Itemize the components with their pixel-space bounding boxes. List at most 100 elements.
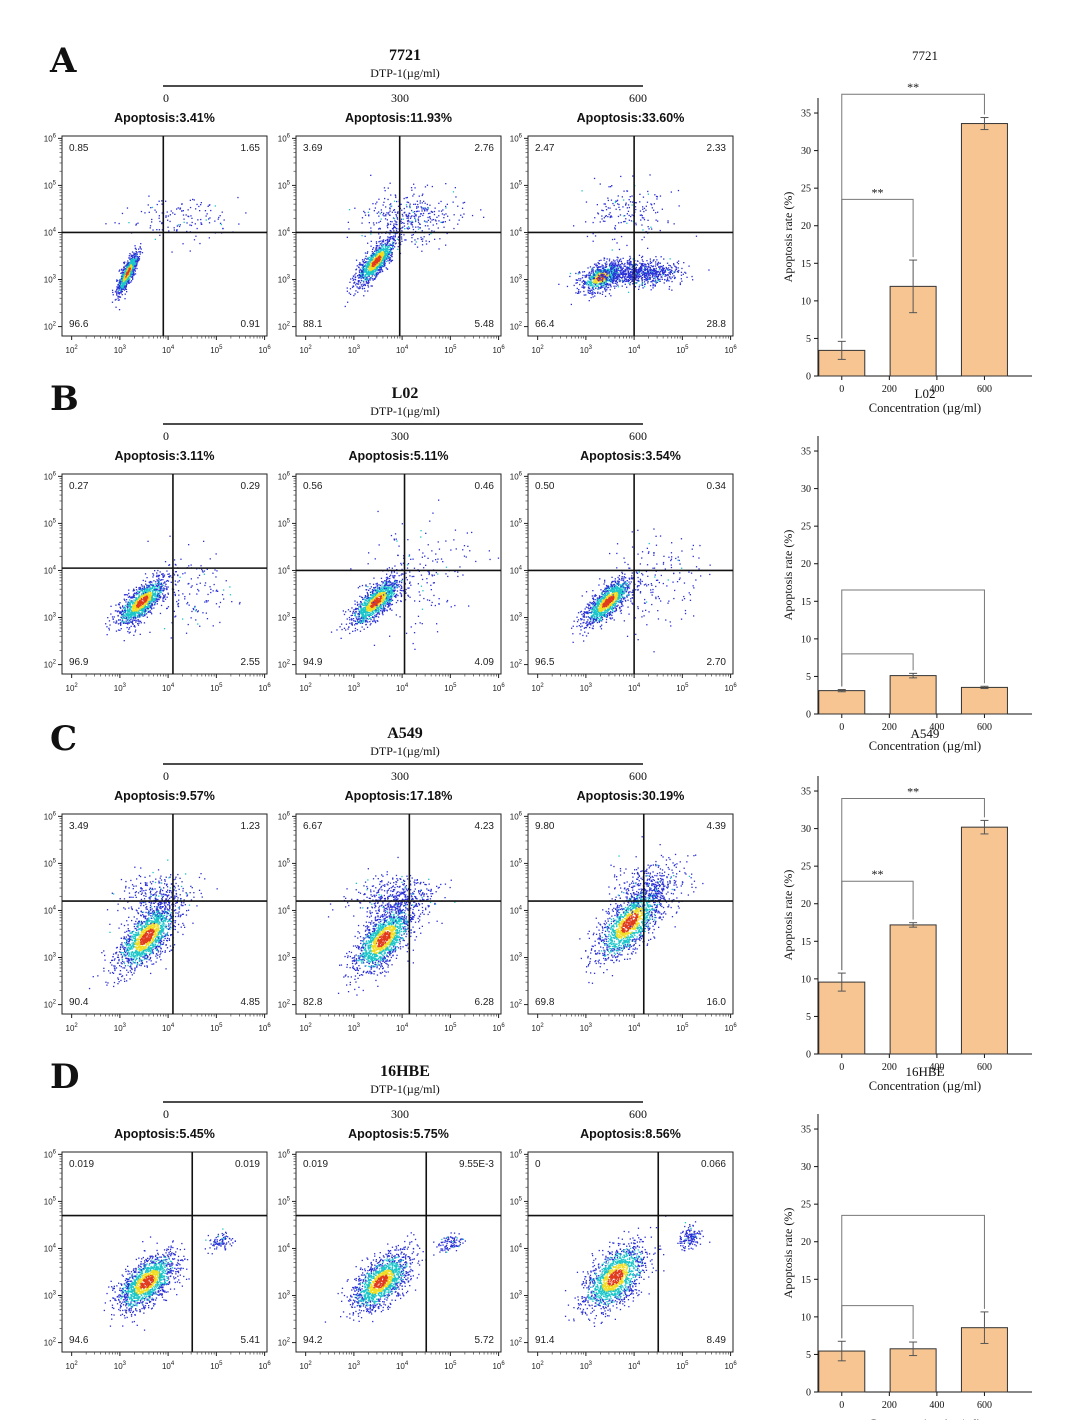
scatter-point [621,262,623,264]
scatter-point [615,272,617,274]
scatter-point [624,278,626,280]
scatter-point [588,272,590,274]
scatter-point [124,282,126,284]
scatter-point [648,273,650,275]
scatter-point [453,214,455,216]
scatter-point [347,221,349,223]
scatter-point [674,265,676,267]
scatter-point [655,219,657,221]
scatter-point [613,204,615,207]
scatter-point [631,280,633,283]
scatter-point [659,273,662,276]
scatter-point [380,269,382,271]
scatter-point [353,294,355,297]
scatter-point [658,269,661,271]
scatter-point [584,274,586,277]
scatter-point [376,254,378,256]
scatter-point [431,211,434,213]
y-tick-label: 35 [801,109,811,120]
scatter-point [402,218,405,220]
scatter-point [380,255,382,257]
scatter-point [124,287,126,290]
scatter-point [136,262,138,265]
scatter-point [594,270,597,272]
scatter-point [400,243,402,246]
scatter-point [452,191,455,193]
scatter-point [681,267,683,270]
scatter-point [618,206,620,208]
scatter-point [351,286,354,288]
scatter-point [131,256,133,258]
scatter-point [122,284,124,286]
scatter-point [363,287,366,290]
scatter-point [166,211,168,213]
scatter-point [186,230,188,233]
scatter-point [412,233,414,236]
scatter-point [636,271,638,273]
scatter-point [390,250,392,252]
scatter-point [133,260,135,262]
scatter-point [382,264,384,266]
scatter-point [602,277,604,279]
scatter-point [366,277,368,279]
scatter-point [365,271,368,274]
scatter-point [378,254,380,256]
scatter-point [161,200,163,202]
scatter-point [649,260,652,262]
scatter-point [628,260,630,262]
scatter-point [144,580,147,582]
scatter-point [611,263,613,266]
scatter-point [648,275,650,277]
scatter-point [443,226,445,228]
scatter-point [123,280,125,282]
scatter-point [591,268,593,270]
scatter-point [421,250,423,252]
scatter-point [364,268,366,271]
scatter-point [659,262,661,264]
scatter-point [355,259,358,261]
scatter-point [208,222,211,224]
scatter-point [642,196,645,198]
scatter-point [630,271,632,273]
scatter-point [401,240,403,242]
scatter-point [134,631,136,633]
scatter-point [609,215,612,218]
scatter-point [367,281,370,283]
scatter-point [653,277,655,279]
scatter-point [611,268,613,270]
scatter-point [378,245,380,247]
scatter-point [118,270,120,272]
scatter-point [389,247,392,249]
scatter-point [636,264,639,266]
scatter-point [688,265,690,267]
scatter-point [130,262,132,265]
scatter-point [395,195,397,197]
scatter-point [452,201,454,203]
scatter-point [646,266,648,268]
scatter-point [135,223,138,225]
scatter-point [364,257,366,260]
scatter-point [358,288,360,290]
scatter-point [384,247,387,249]
scatter-point [364,262,366,264]
scatter-point [606,272,608,274]
scatter-point [120,284,122,286]
scatter-point [111,616,114,618]
scatter-point [614,201,617,203]
scatter-point [646,268,648,271]
scatter-point [363,210,365,213]
quadrant-lower-right: 28.8 [707,319,727,330]
scatter-point [389,247,392,250]
scatter-point [364,284,366,286]
scatter-point [608,271,610,273]
scatter-point [638,286,640,288]
scatter-point [131,266,133,268]
scatter-point [182,210,184,212]
scatter-point [346,236,348,238]
scatter-point [389,229,391,232]
scatter-point [619,274,621,276]
scatter-point [135,224,137,226]
scatter-point [196,227,198,230]
scatter-point [390,194,392,196]
scatter-point [131,271,133,273]
